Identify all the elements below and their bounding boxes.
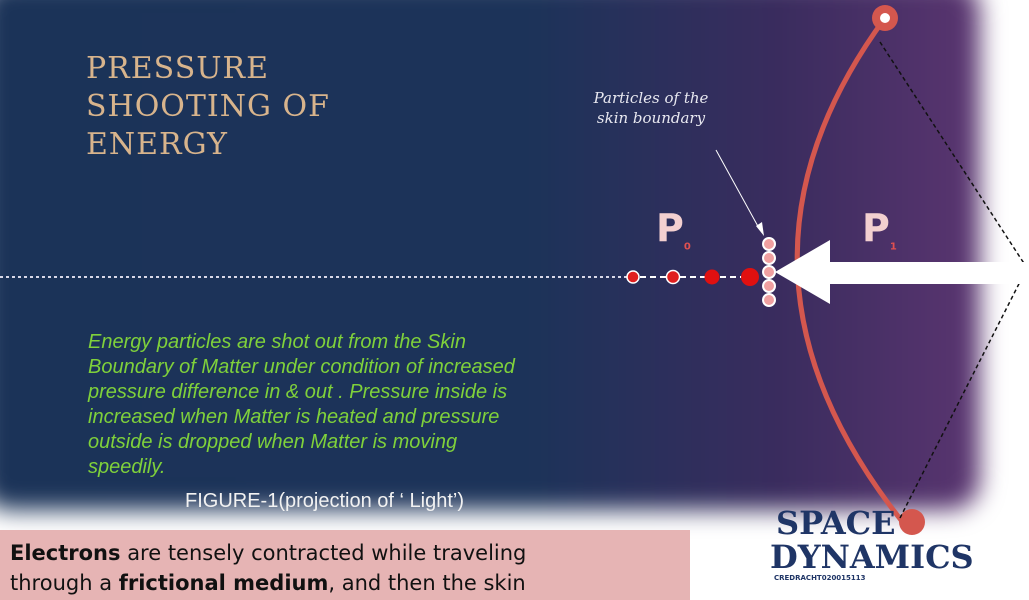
annotation: Particles of the skin boundary: [556, 88, 746, 128]
label-sub: 0: [684, 242, 691, 253]
note-segment: , and then the skin: [328, 571, 525, 595]
particle: [741, 268, 759, 286]
note-line: Electrons are tensely contracted while t…: [10, 538, 690, 568]
note-segment: frictional medium: [119, 571, 329, 595]
body-line: outside is dropped when Matter is moving: [88, 430, 515, 455]
note-segment: Electrons: [10, 541, 121, 565]
particle: [705, 270, 720, 285]
logo-line: DYNAMICS: [770, 540, 974, 574]
note-segment: are tensely contracted while traveling: [121, 541, 527, 565]
skin-particles: [763, 238, 775, 306]
note-line: through a frictional medium, and then th…: [10, 568, 690, 598]
logo-line: SPACE: [770, 506, 974, 540]
pressure-label: P0: [656, 206, 691, 253]
annotation-line: skin boundary: [556, 108, 746, 128]
body-line: Boundary of Matter under condition of in…: [88, 355, 515, 380]
bow-end: [880, 13, 890, 23]
label-letter: P: [656, 206, 684, 250]
body-line: increased when Matter is heated and pres…: [88, 405, 515, 430]
label-letter: P: [862, 206, 890, 250]
pressure-label: P1: [862, 206, 897, 253]
body-text: Energy particles are shot out from the S…: [88, 330, 515, 480]
arrow: [775, 240, 1029, 304]
note-box: Electrons are tensely contracted while t…: [0, 530, 690, 600]
annotation-line: Particles of the: [556, 88, 746, 108]
label-sub: 1: [890, 242, 897, 253]
body-line: Energy particles are shot out from the S…: [88, 330, 515, 355]
title: PRESSURE SHOOTING OF ENERGY: [86, 50, 330, 164]
pointer: [716, 150, 760, 230]
title-line: SHOOTING OF: [86, 88, 330, 126]
title-line: PRESSURE: [86, 50, 330, 88]
particle: [667, 271, 680, 284]
logo: SPACE DYNAMICS CREDRACHT020015113: [770, 506, 974, 582]
particle: [627, 271, 639, 283]
slide: PRESSURE SHOOTING OF ENERGY Particles of…: [0, 0, 1029, 600]
body-line: pressure difference in & out . Pressure …: [88, 380, 515, 405]
body-line: speedily.: [88, 455, 515, 480]
caption: FIGURE-1(projection of ‘ Light’): [185, 490, 464, 513]
note-segment: through a: [10, 571, 119, 595]
title-line: ENERGY: [86, 126, 330, 164]
